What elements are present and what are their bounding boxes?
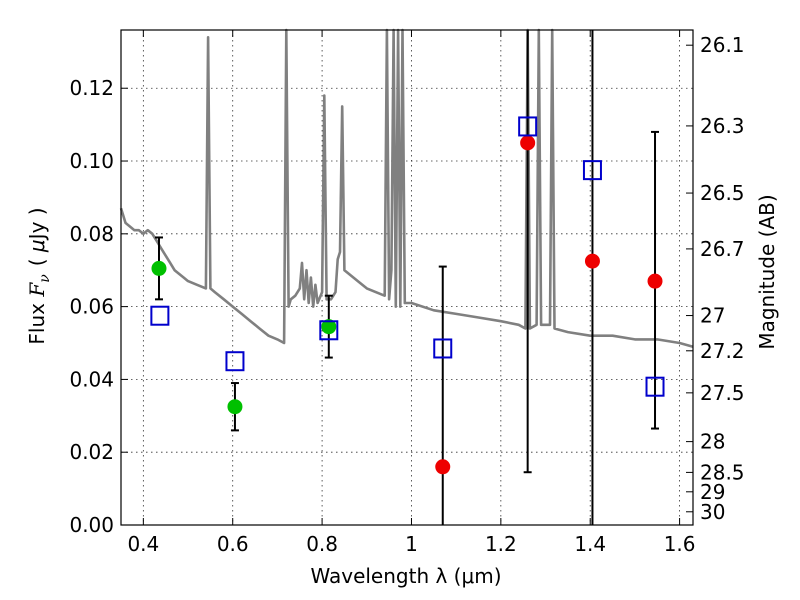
sed-model-line <box>119 28 694 348</box>
magnitude-tick-label: 26.3 <box>700 114 745 138</box>
magnitude-tick-label: 27.5 <box>700 381 745 405</box>
x-tick-label: 1.2 <box>485 532 517 556</box>
markers-layer <box>150 116 665 475</box>
data-point-circle-series-0 <box>321 319 337 335</box>
magnitude-tick-label: 29 <box>700 480 725 504</box>
y-tick-label: 0.00 <box>69 513 114 537</box>
magnitude-tick-label: 30 <box>700 500 725 524</box>
x-tick-label: 1.6 <box>664 532 696 556</box>
x-tick-label: 0.6 <box>217 532 249 556</box>
x-axis-ticks: 0.4 0.6 0.8 1 1.2 1.4 1.6 <box>127 30 696 556</box>
x-tick-label: 1 <box>405 532 418 556</box>
y-axis-label-var: F <box>25 282 49 298</box>
magnitude-tick-label: 26.7 <box>700 237 745 261</box>
data-point-square-series-2 <box>225 351 245 372</box>
data-point-circle-series-1 <box>520 135 536 151</box>
data-point-square-series-2 <box>150 305 170 326</box>
magnitude-tick-label: 26.1 <box>700 33 745 57</box>
data-point-circle-series-0 <box>151 260 167 276</box>
data-point-square-series-2 <box>319 320 339 341</box>
x-axis-label: Wavelength λ (μm) <box>310 564 501 588</box>
plot-frame <box>120 29 694 526</box>
data-point-square-series-2 <box>582 160 602 181</box>
data-point-circle-series-1 <box>647 273 663 289</box>
x-tick-label: 1.4 <box>574 532 606 556</box>
sed-model-layer <box>119 28 694 348</box>
magnitude-tick-label: 27 <box>700 304 725 328</box>
grid-lines <box>121 30 693 525</box>
y-tick-label: 0.04 <box>69 367 114 391</box>
data-point-square-series-2 <box>645 376 665 397</box>
y-axis-label: Flux Fν ( μJy ) <box>25 207 53 344</box>
magnitude-tick-label: 27.2 <box>700 339 745 363</box>
y-tick-label: 0.12 <box>69 76 114 100</box>
y-tick-label: 0.02 <box>69 440 114 464</box>
y-axis-label-sub: ν <box>37 274 53 283</box>
y-tick-label: 0.10 <box>69 149 114 173</box>
y-axis-label-prefix: Flux <box>25 297 49 345</box>
data-point-square-series-2 <box>433 338 453 359</box>
magnitude-tick-label: 28 <box>700 430 725 454</box>
y-tick-label: 0.08 <box>69 222 114 246</box>
data-point-circle-series-1 <box>435 459 451 475</box>
x-tick-label: 0.8 <box>306 532 338 556</box>
y-axis-ticks: 0.00 0.02 0.04 0.06 0.08 0.10 0.12 <box>69 76 128 537</box>
y-tick-label: 0.06 <box>69 295 114 319</box>
error-bars-layer <box>154 30 660 525</box>
y-axis-label-unit: μ <box>25 239 49 253</box>
magnitude-tick-label: 26.5 <box>700 181 745 205</box>
x-tick-label: 0.4 <box>127 532 159 556</box>
data-point-circle-series-1 <box>584 253 600 269</box>
data-point-circle-series-0 <box>227 399 243 415</box>
y-axis-label-unit-rest: Jy ) <box>25 207 49 241</box>
y-axis-label-open: ( <box>25 252 49 266</box>
magnitude-axis-label: Magnitude (AB) <box>755 194 779 349</box>
data-point-square-series-2 <box>518 116 538 137</box>
magnitude-tick-label: 28.5 <box>700 460 745 484</box>
